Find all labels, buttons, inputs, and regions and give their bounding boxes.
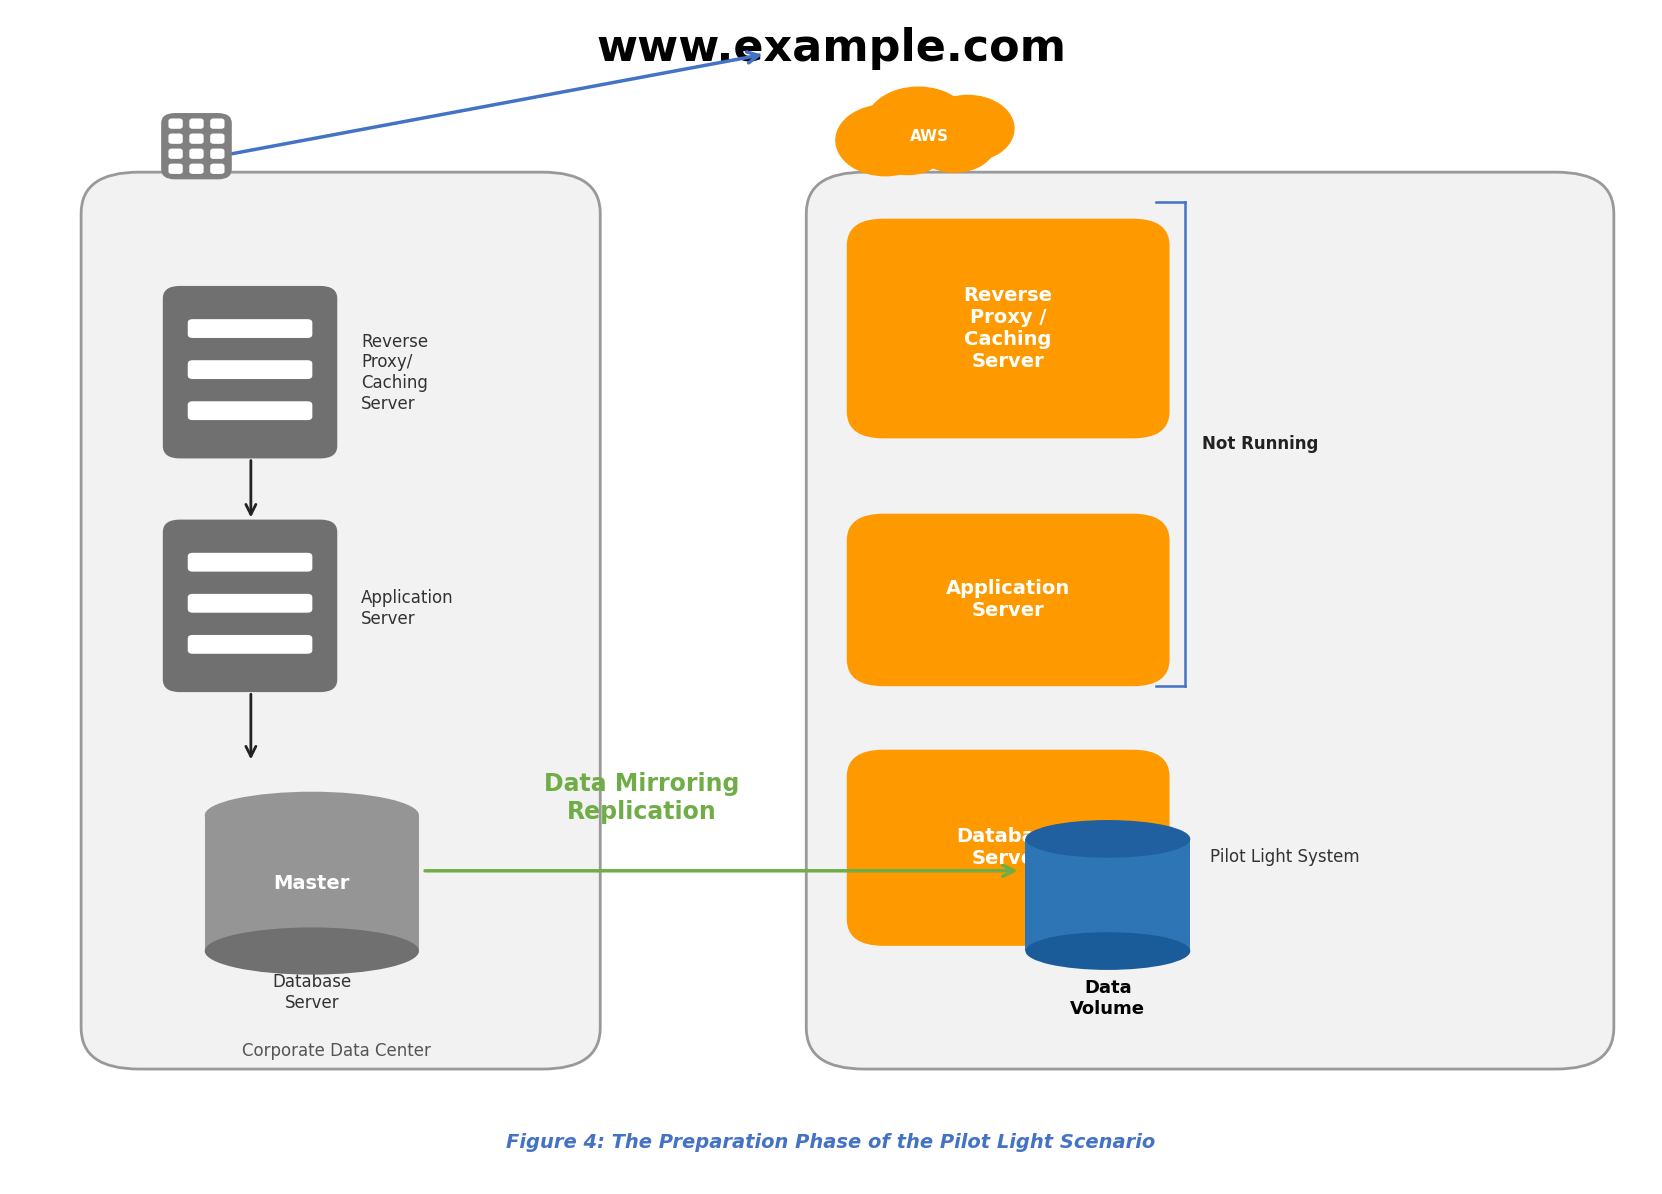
Bar bbox=[204, 816, 419, 952]
FancyBboxPatch shape bbox=[188, 361, 312, 378]
FancyBboxPatch shape bbox=[188, 553, 312, 572]
FancyBboxPatch shape bbox=[188, 401, 312, 420]
Ellipse shape bbox=[1025, 933, 1190, 970]
FancyBboxPatch shape bbox=[189, 134, 204, 143]
Text: Data
Volume: Data Volume bbox=[1070, 979, 1145, 1017]
FancyBboxPatch shape bbox=[163, 521, 337, 691]
Circle shape bbox=[922, 96, 1014, 161]
FancyBboxPatch shape bbox=[189, 164, 204, 174]
Text: Reverse
Proxy /
Caching
Server: Reverse Proxy / Caching Server bbox=[964, 287, 1052, 371]
Text: www.example.com: www.example.com bbox=[597, 26, 1065, 69]
FancyBboxPatch shape bbox=[806, 172, 1614, 1069]
FancyBboxPatch shape bbox=[188, 635, 312, 654]
FancyBboxPatch shape bbox=[168, 134, 183, 143]
FancyBboxPatch shape bbox=[189, 148, 204, 159]
Circle shape bbox=[866, 87, 971, 162]
Circle shape bbox=[836, 105, 934, 176]
FancyBboxPatch shape bbox=[209, 134, 224, 143]
FancyBboxPatch shape bbox=[209, 164, 224, 174]
FancyBboxPatch shape bbox=[161, 113, 231, 179]
Text: Pilot Light System: Pilot Light System bbox=[1210, 848, 1360, 866]
Text: AWS: AWS bbox=[911, 129, 949, 144]
Circle shape bbox=[873, 123, 944, 174]
Text: Database
Server: Database Server bbox=[956, 827, 1060, 868]
FancyBboxPatch shape bbox=[168, 164, 183, 174]
FancyBboxPatch shape bbox=[848, 515, 1168, 685]
FancyBboxPatch shape bbox=[848, 220, 1168, 438]
FancyBboxPatch shape bbox=[168, 118, 183, 129]
Text: Figure 4: The Preparation Phase of the Pilot Light Scenario: Figure 4: The Preparation Phase of the P… bbox=[507, 1133, 1155, 1152]
Text: Application
Server: Application Server bbox=[946, 579, 1070, 621]
FancyBboxPatch shape bbox=[209, 118, 224, 129]
Circle shape bbox=[914, 113, 996, 172]
FancyBboxPatch shape bbox=[168, 148, 183, 159]
FancyBboxPatch shape bbox=[209, 148, 224, 159]
FancyBboxPatch shape bbox=[81, 172, 600, 1069]
Text: Database
Server: Database Server bbox=[273, 973, 351, 1011]
Bar bbox=[1025, 839, 1190, 952]
FancyBboxPatch shape bbox=[188, 593, 312, 613]
FancyBboxPatch shape bbox=[848, 750, 1168, 946]
FancyBboxPatch shape bbox=[163, 287, 337, 457]
Text: Application
Server: Application Server bbox=[361, 590, 454, 628]
FancyBboxPatch shape bbox=[189, 118, 204, 129]
Text: Data Mirroring
Replication: Data Mirroring Replication bbox=[543, 771, 740, 824]
Ellipse shape bbox=[1025, 820, 1190, 857]
Text: Not Running: Not Running bbox=[1202, 435, 1318, 453]
Ellipse shape bbox=[204, 928, 419, 974]
Text: Corporate Data Center: Corporate Data Center bbox=[243, 1042, 430, 1060]
Text: Master: Master bbox=[274, 874, 351, 893]
Ellipse shape bbox=[204, 792, 419, 839]
FancyBboxPatch shape bbox=[188, 319, 312, 338]
Text: Reverse
Proxy/
Caching
Server: Reverse Proxy/ Caching Server bbox=[361, 333, 429, 413]
